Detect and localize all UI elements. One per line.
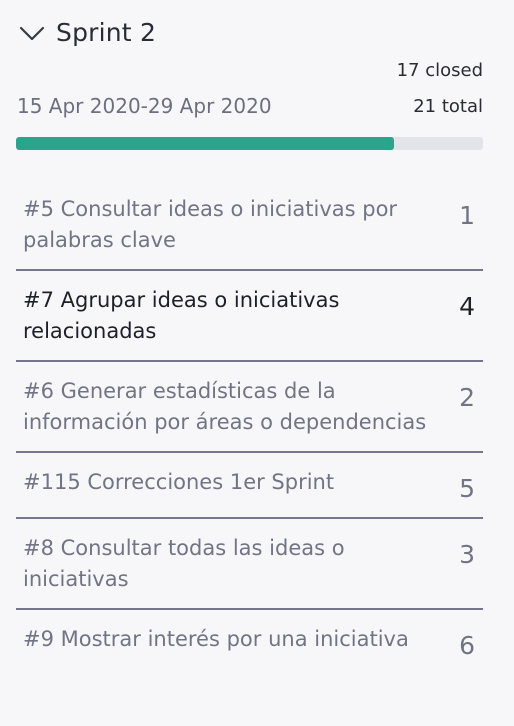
total-count: 21 total: [413, 96, 483, 117]
issue-item[interactable]: #8 Consultar todas las ideas o iniciativ…: [16, 519, 483, 610]
issue-points: 3: [459, 540, 475, 569]
issue-points: 2: [459, 383, 475, 412]
issue-item[interactable]: #115 Correcciones 1er Sprint 5: [16, 453, 483, 519]
issue-title: #7 Agrupar ideas o iniciativas relaciona…: [23, 288, 340, 343]
closed-count: 17 closed: [396, 60, 483, 81]
issue-points: 4: [459, 292, 475, 321]
issue-points: 5: [459, 474, 475, 503]
issue-title: #5 Consultar ideas o iniciativas por pal…: [23, 197, 398, 252]
sprint-title: Sprint 2: [56, 18, 157, 47]
issue-item[interactable]: #7 Agrupar ideas o iniciativas relaciona…: [16, 271, 483, 362]
sprint-date-range: 15 Apr 2020-29 Apr 2020: [17, 94, 272, 118]
issue-points: 1: [459, 201, 475, 230]
issue-item[interactable]: #5 Consultar ideas o iniciativas por pal…: [16, 180, 483, 271]
issue-list: #5 Consultar ideas o iniciativas por pal…: [16, 180, 483, 674]
sprint-progress-bar: [16, 137, 483, 150]
sprint-progress-fill: [16, 137, 395, 150]
issue-points: 6: [459, 631, 475, 660]
issue-title: #115 Correcciones 1er Sprint: [23, 470, 335, 494]
sprint-toggle[interactable]: Sprint 2: [18, 18, 156, 47]
issue-item[interactable]: #9 Mostrar interés por una iniciativa 6: [16, 610, 483, 674]
issue-title: #8 Consultar todas las ideas o iniciativ…: [23, 536, 345, 591]
issue-title: #9 Mostrar interés por una iniciativa: [23, 627, 409, 651]
issue-item[interactable]: #6 Generar estadísticas de la informació…: [16, 362, 483, 453]
chevron-down-icon[interactable]: [18, 23, 46, 43]
issue-title: #6 Generar estadísticas de la informació…: [23, 379, 427, 434]
